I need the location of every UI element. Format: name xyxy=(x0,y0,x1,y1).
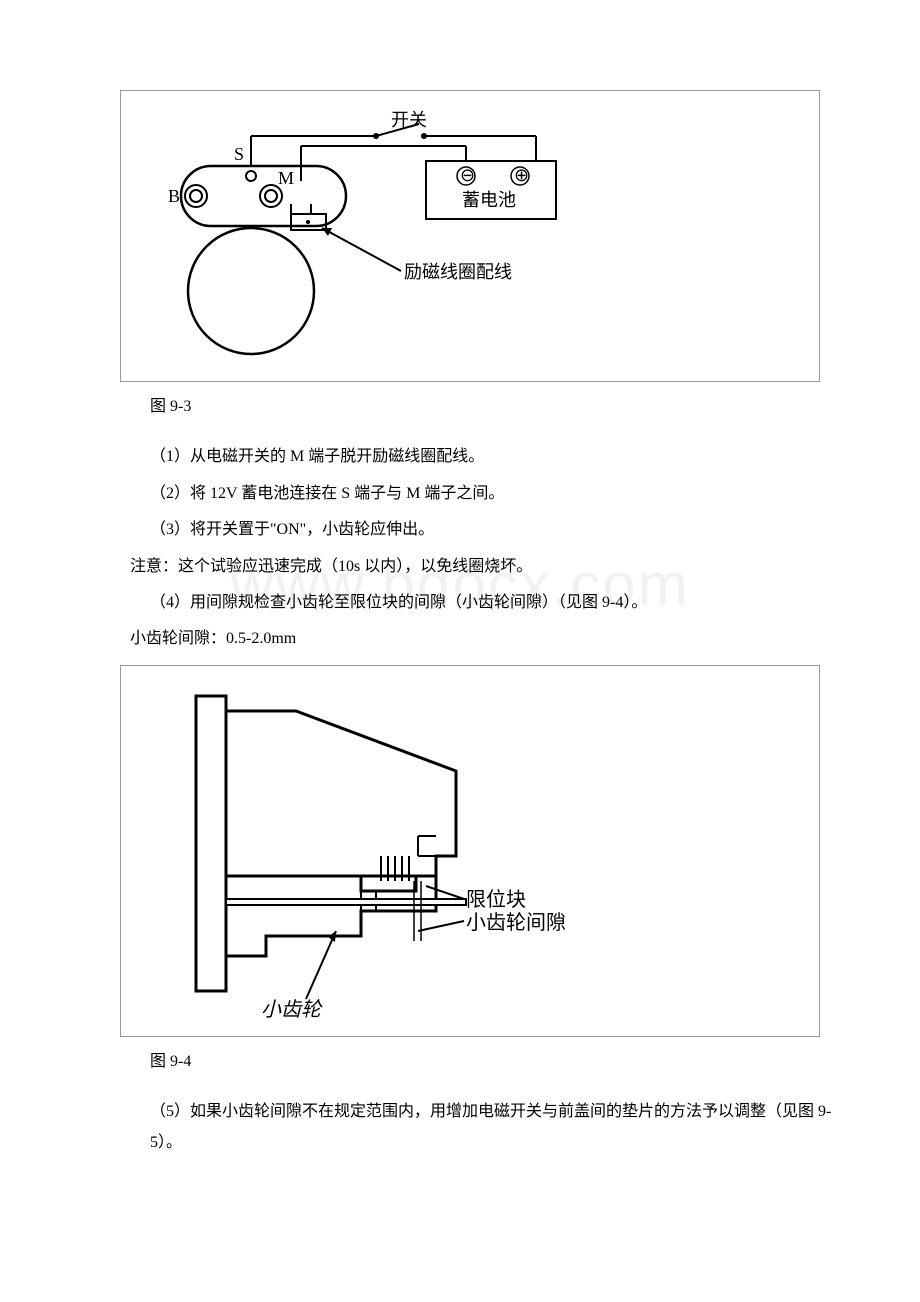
field-coil-wire-label: 励磁线圈配线 xyxy=(404,262,512,282)
step-5: （5）如果小齿轮间隙不在规定范围内，用增加电磁开关与前盖间的垫片的方法予以调整（… xyxy=(150,1097,840,1158)
figure-9-3-caption: 图 9-3 xyxy=(150,392,840,422)
s-label: S xyxy=(234,144,244,164)
watermark-region-1: www.bdocx.com 注意：这个试验应迅速完成（10s 以内），以免线圈烧… xyxy=(80,552,840,619)
note-1: 注意：这个试验应迅速完成（10s 以内），以免线圈烧坏。 xyxy=(130,552,840,582)
battery-label: 蓄电池 xyxy=(462,190,516,210)
b-label: B xyxy=(168,186,180,206)
step-3: （3）将开关置于"ON"，小齿轮应伸出。 xyxy=(150,515,840,545)
step-4: （4）用间隙规检查小齿轮至限位块的间隙（小齿轮间隙）（见图 9-4）。 xyxy=(150,588,840,618)
figure-9-4-caption: 图 9-4 xyxy=(150,1047,840,1077)
m-label: M xyxy=(278,168,294,188)
stopper-label: 限位块 xyxy=(466,888,526,911)
spec-text: 小齿轮间隙：0.5-2.0mm xyxy=(130,624,840,654)
figure-9-3-svg: 开关 ⊖ ⊕ 蓄电池 S B M xyxy=(136,106,636,366)
step-1: （1）从电磁开关的 M 端子脱开励磁线圈配线。 xyxy=(150,442,840,472)
figure-9-4-svg: 限位块 小齿轮间隙 小齿轮 xyxy=(136,681,566,1021)
step-2: （2）将 12V 蓄电池连接在 S 端子与 M 端子之间。 xyxy=(150,479,840,509)
figure-9-4-box: 限位块 小齿轮间隙 小齿轮 xyxy=(120,665,820,1037)
pinion-label: 小齿轮 xyxy=(261,999,323,1021)
pinion-gap-label: 小齿轮间隙 xyxy=(466,911,566,934)
figure-9-3-box: 开关 ⊖ ⊕ 蓄电池 S B M xyxy=(120,90,820,382)
